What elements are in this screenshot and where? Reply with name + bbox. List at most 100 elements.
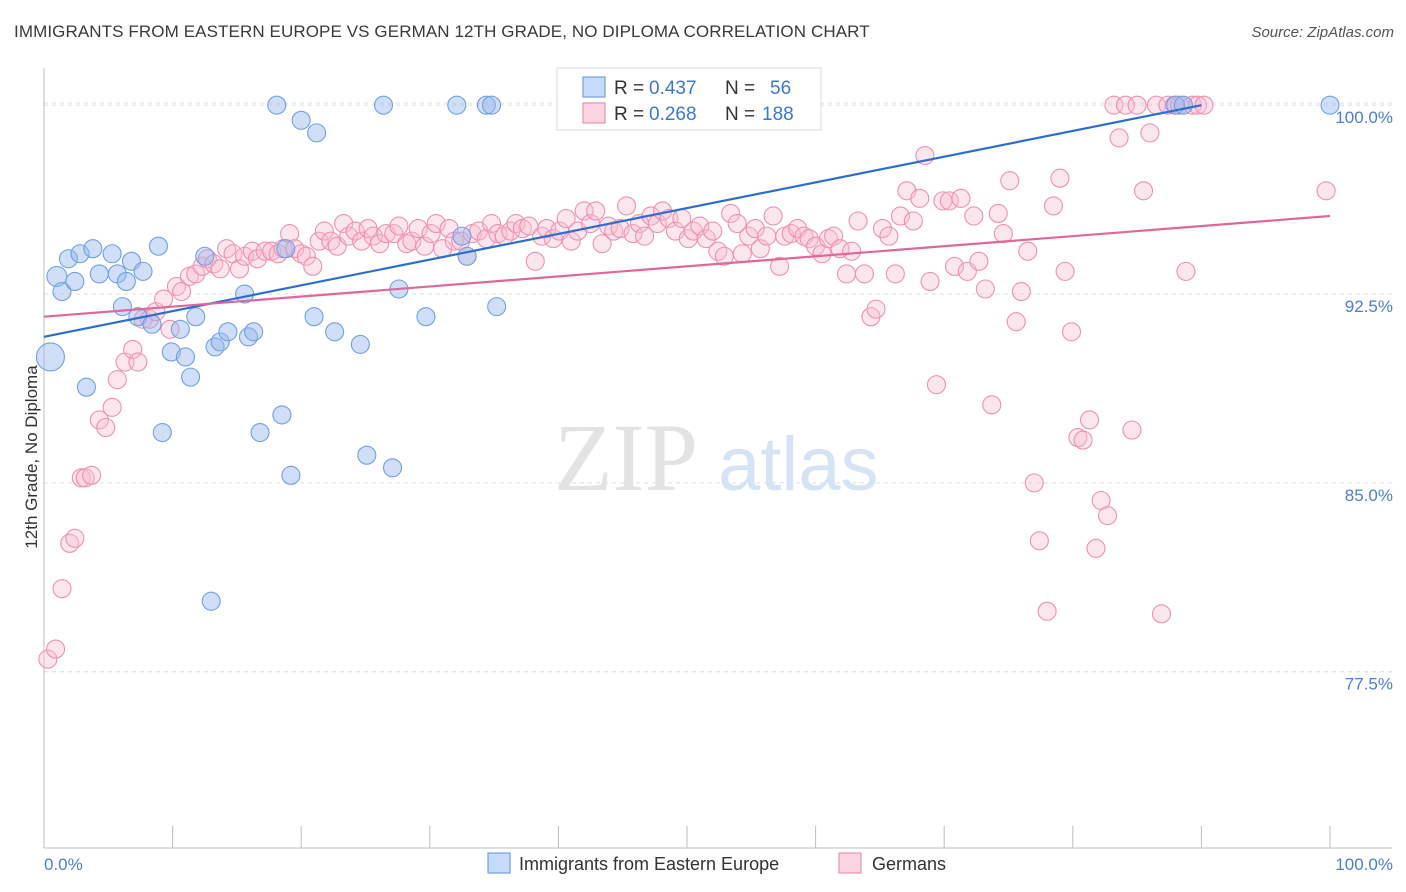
point-germans [1140, 123, 1160, 143]
point-germans [1176, 261, 1196, 281]
point-germans [770, 256, 790, 276]
point-eastern-europe [487, 297, 507, 317]
point-germans [314, 221, 334, 241]
point-eastern-europe [195, 246, 215, 266]
point-eastern-europe [1320, 95, 1340, 115]
point-germans [197, 249, 217, 269]
point-germans [1086, 538, 1106, 558]
point-germans [750, 239, 770, 259]
y-tick-labels: 77.5% 85.0% 92.5% 100.0% [1335, 108, 1393, 694]
point-germans [166, 276, 187, 297]
point-germans [556, 208, 576, 229]
point-germans [944, 256, 965, 276]
point-eastern-europe [481, 95, 502, 115]
point-germans [1115, 95, 1136, 115]
point-eastern-europe [250, 422, 270, 443]
point-germans [1029, 531, 1049, 551]
y-tick-label: 85.0% [1345, 486, 1393, 505]
point-germans [303, 256, 323, 276]
point-germans [402, 231, 422, 251]
point-eastern-europe [373, 95, 394, 115]
point-germans [291, 244, 311, 264]
point-eastern-europe [161, 342, 181, 362]
point-eastern-europe [447, 95, 467, 115]
point-germans [727, 213, 747, 234]
point-germans [910, 188, 930, 208]
point-germans [586, 201, 606, 221]
point-eastern-europe [244, 322, 264, 342]
point-germans [82, 465, 102, 485]
point-germans [46, 639, 66, 659]
point-germans [525, 251, 545, 271]
legend-r-label-1: R = [614, 78, 644, 99]
point-germans [1133, 181, 1154, 201]
point-germans [229, 259, 250, 279]
point-germans [481, 213, 502, 234]
point-germans [1316, 181, 1336, 201]
series-legend-swatch-pink [838, 852, 862, 874]
point-germans [339, 226, 359, 246]
point-germans [65, 528, 85, 548]
series-legend-label-1: Immigrants from Eastern Europe [519, 854, 779, 874]
point-eastern-europe [76, 377, 96, 397]
legend-n-label-2: N = [725, 104, 755, 125]
point-germans [926, 375, 947, 395]
point-eastern-europe [175, 347, 196, 367]
watermark-zip: ZIP [554, 404, 698, 511]
point-germans [1073, 430, 1093, 450]
point-germans [872, 219, 893, 239]
point-germans [89, 410, 109, 430]
point-germans [617, 196, 637, 216]
point-germans [975, 279, 995, 299]
point-germans [1097, 506, 1118, 526]
watermark: ZIP atlas [554, 404, 879, 511]
point-eastern-europe [281, 465, 301, 485]
point-germans [1079, 410, 1100, 430]
point-germans [763, 206, 783, 226]
point-eastern-europe [102, 244, 122, 264]
legend-n-value-1: 56 [770, 78, 791, 99]
trend-lines [43, 104, 1331, 338]
series-germans-points [38, 95, 1336, 669]
point-germans [1068, 428, 1088, 448]
point-germans [610, 219, 630, 239]
point-germans [885, 264, 905, 284]
point-eastern-europe [357, 445, 377, 465]
point-germans [969, 251, 989, 271]
point-germans [866, 299, 886, 319]
point-eastern-europe [238, 327, 259, 347]
y-tick-label: 92.5% [1345, 297, 1393, 316]
point-germans [757, 226, 777, 246]
point-germans [703, 221, 723, 241]
point-germans [426, 213, 446, 234]
point-germans [824, 226, 844, 246]
point-germans [988, 203, 1008, 224]
point-eastern-europe [416, 307, 436, 327]
point-germans [623, 224, 643, 244]
point-germans [1000, 171, 1020, 191]
point-germans [102, 397, 122, 417]
point-germans [854, 264, 875, 284]
point-germans [1127, 95, 1147, 115]
point-germans [1122, 420, 1142, 440]
point-eastern-europe [116, 271, 136, 291]
point-eastern-europe [267, 95, 287, 115]
point-germans [309, 231, 329, 251]
point-germans [1061, 322, 1082, 342]
point-germans [421, 224, 441, 244]
legend-n-label-1: N = [725, 78, 755, 99]
point-germans [1006, 312, 1026, 332]
trend-line-germans [43, 214, 1331, 318]
point-germans [123, 339, 143, 359]
source-label: Source: ZipAtlas.com [1251, 24, 1394, 41]
point-germans [836, 264, 857, 284]
point-germans [96, 417, 116, 438]
point-eastern-europe [382, 458, 403, 478]
point-eastern-europe [89, 264, 109, 284]
point-germans [1011, 281, 1031, 302]
series-legend-swatch-blue [487, 852, 511, 874]
point-eastern-europe [170, 319, 190, 339]
legend-r-value-2: 0.268 [649, 104, 697, 125]
point-germans [217, 239, 237, 259]
